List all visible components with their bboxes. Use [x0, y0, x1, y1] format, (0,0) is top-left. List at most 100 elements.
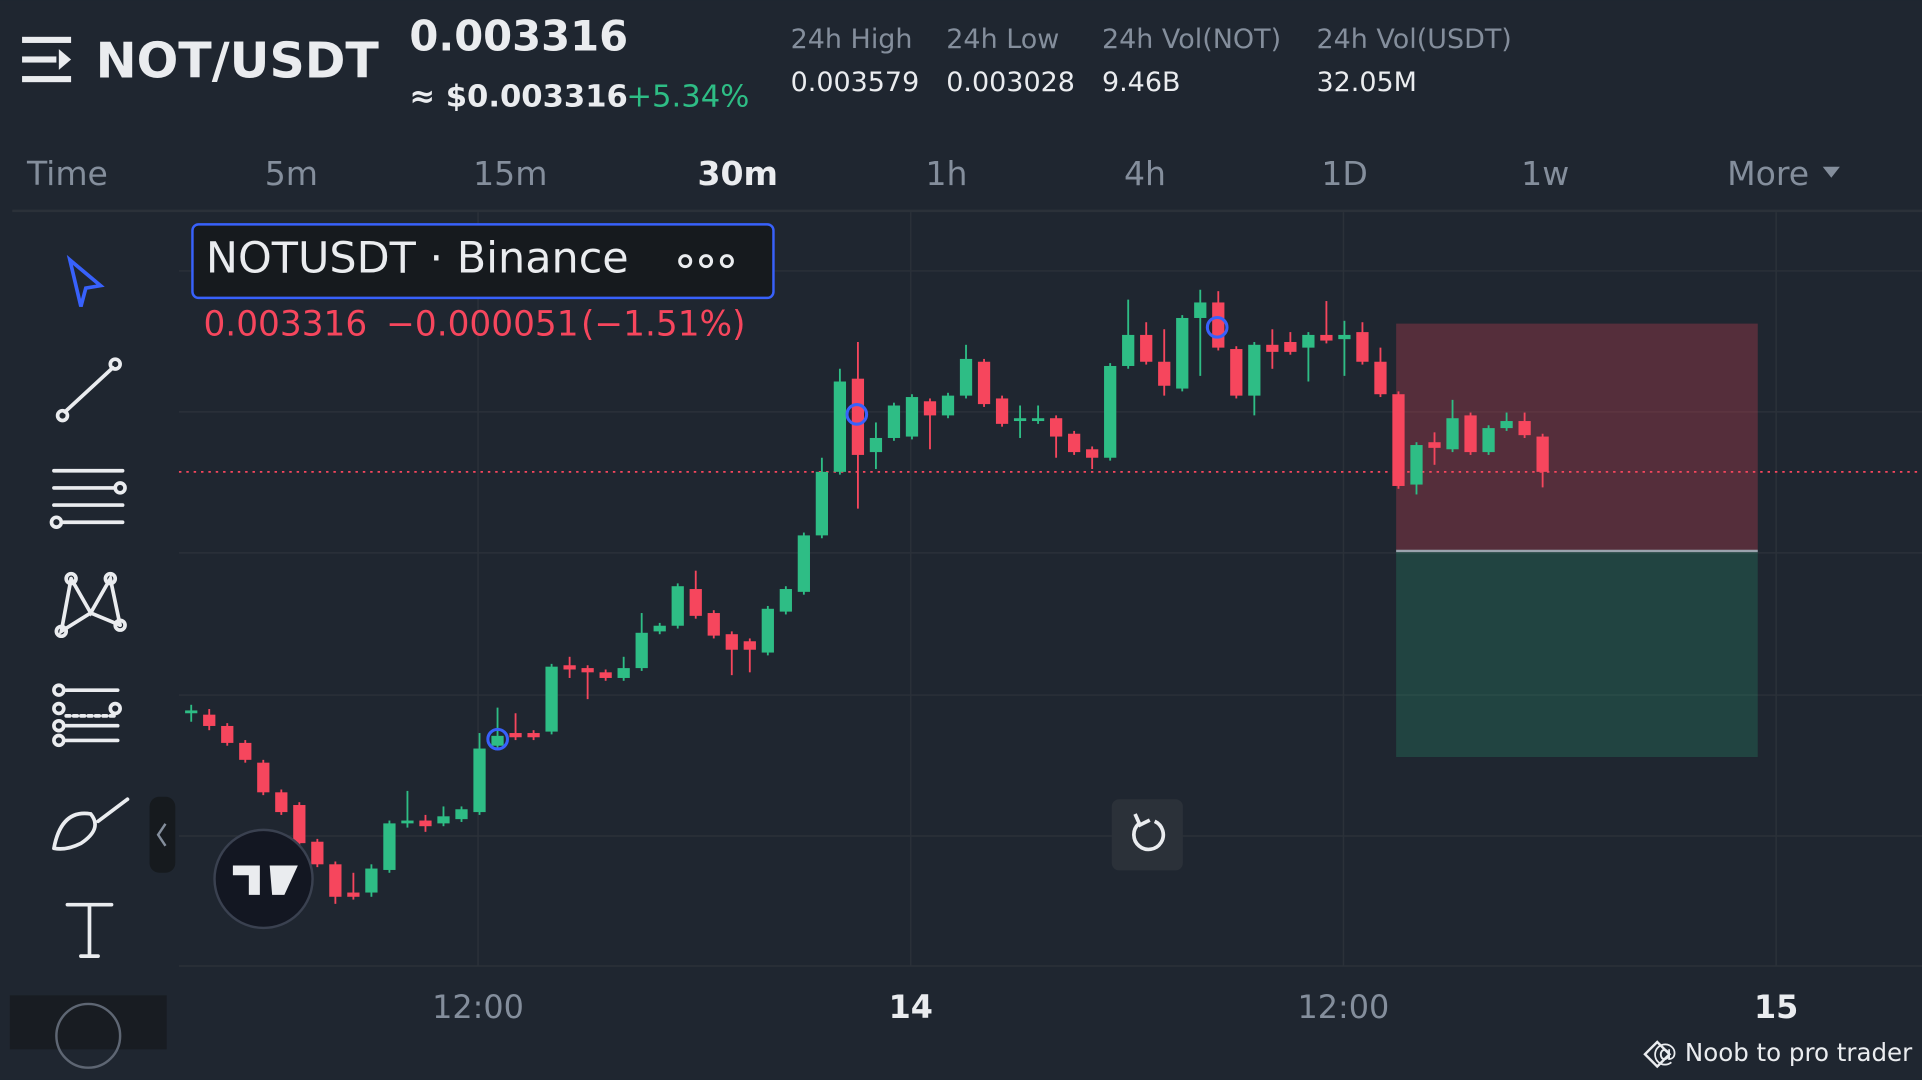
timeframe-tab[interactable]: 1w — [1521, 154, 1569, 193]
candle-body — [311, 841, 324, 865]
candle-body — [689, 589, 702, 616]
stat-value: 0.003028 — [946, 67, 1075, 98]
candle-body — [797, 535, 810, 592]
candle-body — [671, 586, 684, 626]
candle-body — [977, 361, 991, 405]
candle-body — [599, 672, 612, 678]
candle-body — [1013, 418, 1027, 422]
legend-change: −0.000051 — [386, 305, 578, 345]
brush-tool[interactable] — [52, 797, 130, 851]
candle-body — [959, 358, 973, 396]
reset-button[interactable] — [1111, 799, 1183, 871]
candle-body — [743, 641, 756, 650]
candle-body — [923, 401, 937, 416]
candle-body — [869, 437, 883, 453]
stat-value: 9.46B — [1102, 67, 1181, 98]
text-tool[interactable] — [65, 902, 114, 958]
timeframe-tab[interactable]: More — [1727, 154, 1809, 193]
candle-body — [941, 395, 955, 416]
candle-body — [581, 668, 594, 673]
stat-label: 24h Low — [946, 24, 1059, 55]
watermark: @ Noob to pro trader — [1643, 1038, 1913, 1069]
candle-body — [527, 733, 540, 738]
candle-body — [437, 816, 450, 824]
plot — [178, 289, 1922, 904]
menu-icon[interactable] — [22, 36, 72, 83]
stat-label: 24h Vol(NOT) — [1102, 24, 1281, 55]
candle-body — [1194, 302, 1207, 318]
candle-body — [383, 823, 396, 870]
timeframe-tab[interactable]: Time — [26, 154, 108, 193]
candle-body — [293, 805, 306, 844]
candle-body — [779, 589, 792, 612]
stat-label: 24h High — [791, 24, 913, 55]
legend-box[interactable] — [191, 223, 775, 300]
candle-body — [203, 714, 216, 726]
legend-last: 0.003316 — [203, 305, 367, 345]
candle-body — [455, 809, 468, 820]
candle-body — [1266, 344, 1279, 352]
timeframe-tab[interactable]: 30m — [697, 154, 778, 193]
more-dots[interactable] — [678, 254, 734, 269]
candle-body — [257, 762, 270, 793]
candle-body — [329, 864, 342, 897]
tv-logo — [213, 828, 314, 930]
drawing-toolbar — [9, 254, 167, 1069]
line-tool[interactable] — [55, 357, 122, 423]
stat-value: 32.05M — [1316, 67, 1416, 98]
candle-body — [1086, 449, 1099, 458]
candle-body — [365, 868, 378, 893]
candle-body — [1374, 361, 1387, 395]
candle-body — [635, 632, 648, 669]
candle-body — [707, 613, 720, 636]
candle-body — [473, 748, 486, 813]
candle-body — [1338, 334, 1351, 340]
candle-body — [653, 625, 666, 632]
candle-body — [851, 378, 865, 455]
candle-body — [275, 792, 288, 813]
candle-body — [401, 820, 414, 824]
hline-tool[interactable] — [49, 468, 127, 529]
timeframe-tab[interactable]: 1h — [925, 154, 967, 193]
candle-body — [1068, 433, 1081, 453]
pattern-tool[interactable] — [54, 571, 127, 639]
legend-change-pct: (−1.51%) — [581, 305, 746, 345]
candle-body — [1049, 418, 1063, 437]
change: +5.34% — [626, 80, 749, 115]
collapse-tab[interactable] — [149, 796, 176, 873]
candle-body — [1031, 418, 1045, 422]
candle-body — [761, 608, 774, 653]
x-tick-label: 12:00 — [432, 988, 524, 1026]
candle-body — [1392, 394, 1405, 486]
timeframe-tab[interactable]: 15m — [473, 154, 547, 193]
symbol: NOT/USDT — [96, 31, 380, 89]
candle-body — [1482, 428, 1495, 453]
candle-body — [905, 397, 919, 437]
candle-body — [1428, 442, 1441, 448]
cursor-tool[interactable] — [66, 254, 105, 307]
candle-body — [491, 735, 504, 746]
price: 0.003316 — [409, 11, 628, 60]
candle-body — [509, 733, 522, 738]
candle-body — [617, 668, 630, 678]
candle-body — [563, 665, 576, 670]
candle-body — [419, 820, 432, 827]
candle-body — [1446, 418, 1459, 450]
timeframe-tab[interactable]: 1D — [1321, 154, 1368, 193]
x-tick-label: 15 — [1754, 988, 1798, 1026]
timeframe-tab[interactable]: 4h — [1124, 154, 1166, 193]
fib-tool[interactable] — [52, 683, 122, 748]
candle-body — [725, 634, 738, 650]
candle-body — [1518, 421, 1531, 436]
candle-body — [1464, 415, 1477, 453]
candle-body — [1536, 436, 1549, 472]
event-markers[interactable] — [486, 315, 1229, 751]
candle-body — [1122, 334, 1135, 366]
timeframe-tab[interactable]: 5m — [265, 154, 318, 193]
candle-body — [1284, 341, 1297, 352]
watermark-text: @ Noob to pro trader — [1653, 1038, 1913, 1067]
candle-body — [239, 742, 252, 760]
x-tick-label: 12:00 — [1298, 988, 1390, 1026]
